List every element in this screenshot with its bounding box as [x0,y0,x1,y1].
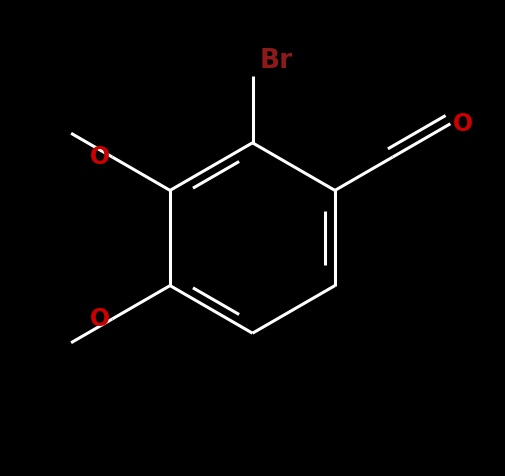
Text: O: O [453,112,473,136]
Text: O: O [90,307,110,331]
Text: O: O [90,145,110,169]
Text: Br: Br [260,48,293,74]
